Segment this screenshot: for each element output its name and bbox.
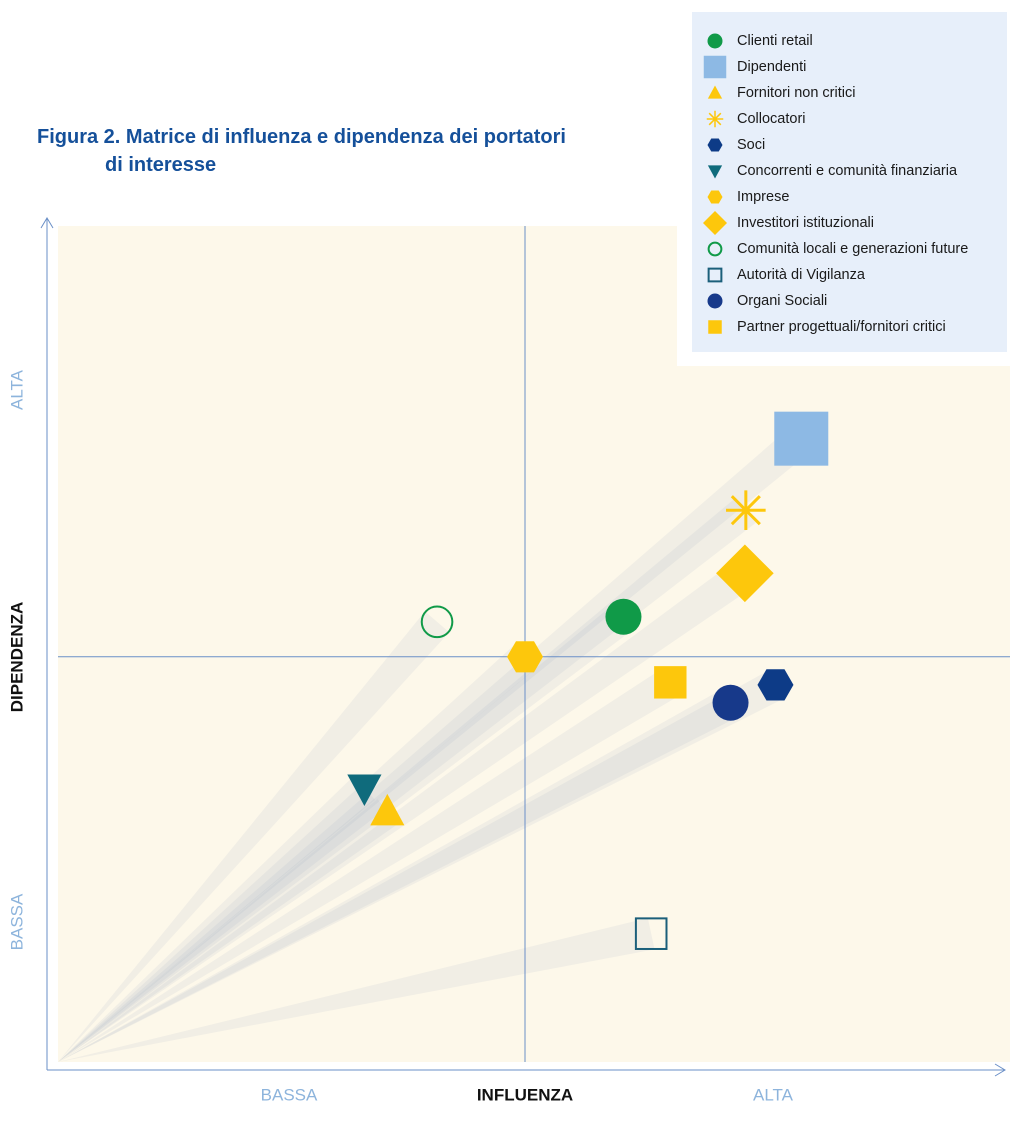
marker [634, 917, 668, 950]
legend-box [692, 12, 1007, 352]
legend-label: Partner progettuali/fornitori critici [737, 319, 946, 335]
marker [757, 669, 794, 701]
marker [706, 110, 724, 128]
x-axis-label: INFLUENZA [477, 1085, 573, 1104]
y-low-label: BASSA [7, 893, 26, 950]
marker [654, 666, 687, 699]
marker [703, 211, 727, 235]
ray [58, 799, 398, 1062]
marker [726, 490, 766, 531]
ray [58, 560, 755, 1062]
x-low-label: BASSA [261, 1085, 318, 1104]
legend-label: Investitori istituzionali [737, 215, 874, 231]
ray [58, 426, 812, 1062]
y-high-label: ALTA [7, 369, 26, 410]
legend-label: Comunità locali e generazioni future [737, 241, 968, 257]
y-arrow [40, 217, 54, 229]
y-axis-label: DIPENDENZA [7, 602, 26, 713]
marker [707, 267, 723, 283]
marker [707, 138, 723, 152]
marker [707, 293, 723, 309]
marker [507, 641, 543, 673]
legend: Clienti retail Dipendenti Fornitori non cr… [703, 33, 968, 335]
marker [347, 774, 382, 806]
marker [707, 33, 723, 49]
marker [707, 85, 723, 99]
marker [708, 320, 722, 334]
ray [58, 611, 450, 1062]
ray [58, 604, 634, 1062]
marker [370, 793, 405, 826]
marker [774, 411, 829, 466]
marker [420, 605, 454, 639]
ray [58, 670, 783, 1062]
legend-label: Soci [737, 137, 765, 153]
marker [707, 190, 723, 204]
legend-label: Imprese [737, 189, 789, 205]
ray [58, 497, 756, 1062]
legend-label: Concorrenti e comunità finanziaria [737, 163, 958, 179]
marker [716, 544, 774, 603]
legend-label: Organi Sociali [737, 293, 827, 309]
marker [707, 241, 723, 257]
marker [707, 165, 723, 179]
x-arrow [994, 1063, 1006, 1077]
legend-label: Fornitori non critici [737, 85, 855, 101]
chart-title: Figura 2. Matrice di influenza e dipende… [37, 126, 566, 176]
ray [58, 776, 376, 1062]
ray [58, 668, 679, 1062]
ray [58, 644, 536, 1062]
legend-label: Collocatori [737, 111, 806, 127]
legend-label: Clienti retail [737, 33, 813, 49]
marker [605, 598, 642, 635]
legend-label: Dipendenti [737, 59, 806, 75]
legend-label: Autorità di Vigilanza [737, 267, 866, 283]
rays [58, 226, 1010, 1062]
x-high-label: ALTA [753, 1085, 794, 1104]
ray [58, 918, 655, 1062]
marker [703, 55, 727, 79]
marker [712, 684, 749, 721]
ray [58, 688, 739, 1062]
marks [347, 411, 829, 950]
